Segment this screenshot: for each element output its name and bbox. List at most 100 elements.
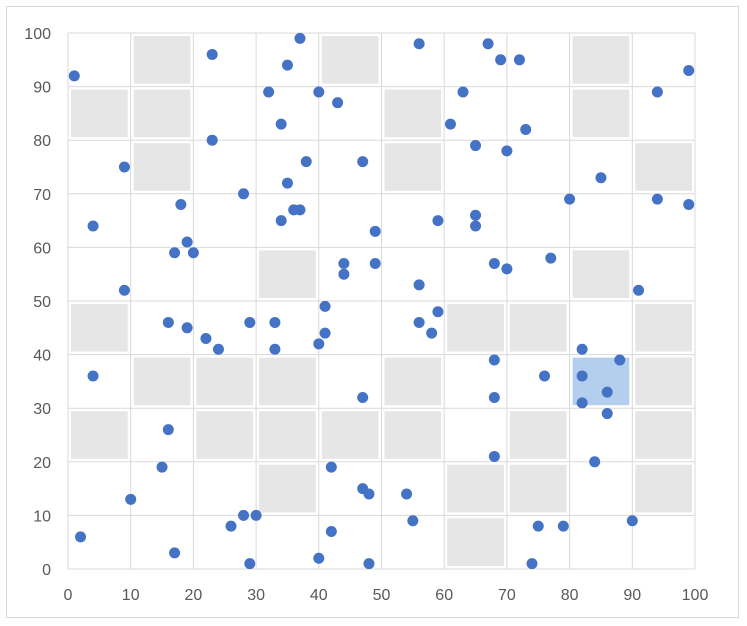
shaded-cells [71, 36, 692, 566]
data-point [363, 558, 375, 570]
y-tick-label: 100 [24, 26, 51, 43]
data-point [338, 257, 350, 269]
data-point [238, 509, 250, 521]
data-point [87, 370, 99, 382]
data-point [576, 397, 588, 409]
data-point [181, 322, 193, 334]
data-point [175, 199, 187, 211]
data-point [470, 140, 482, 152]
data-point [294, 204, 306, 216]
data-point [633, 284, 645, 296]
data-point [238, 188, 250, 200]
data-point [495, 54, 507, 66]
shaded-cell [447, 464, 504, 513]
data-point [332, 97, 344, 109]
data-point [206, 134, 218, 146]
data-point [576, 343, 588, 355]
shaded-cell [509, 464, 567, 513]
data-point [313, 86, 325, 98]
shaded-cell [509, 411, 567, 459]
shaded-cell [509, 304, 567, 352]
shaded-cell [133, 143, 191, 191]
data-point [300, 156, 312, 168]
data-point [156, 461, 168, 473]
data-point [187, 247, 199, 259]
x-tick-label: 40 [310, 587, 328, 604]
shaded-cell [384, 411, 442, 459]
data-point [369, 225, 381, 237]
data-point [482, 38, 494, 50]
data-point [118, 161, 130, 173]
data-point [601, 386, 613, 398]
y-tick-label: 50 [33, 294, 51, 311]
shaded-cell [259, 250, 316, 298]
shaded-cell [259, 411, 316, 459]
shaded-cell [635, 411, 692, 459]
x-tick-label: 90 [623, 587, 641, 604]
data-point [118, 284, 130, 296]
data-point [526, 558, 538, 570]
shaded-cell [321, 36, 379, 84]
data-point [651, 86, 663, 98]
data-point [181, 236, 193, 248]
y-axis-ticks: 0 10 20 30 40 50 60 70 80 90 100 [24, 26, 51, 579]
data-point [294, 32, 306, 44]
data-point [470, 209, 482, 221]
data-point [589, 456, 601, 468]
x-tick-label: 70 [498, 587, 516, 604]
data-point [313, 552, 325, 564]
shaded-cell [133, 36, 191, 84]
data-point [539, 370, 551, 382]
data-point [269, 343, 281, 355]
y-tick-label: 20 [33, 455, 51, 472]
shaded-cell [384, 89, 442, 138]
data-point [401, 488, 413, 500]
data-point [413, 316, 425, 328]
data-point [313, 338, 325, 350]
data-point [169, 547, 181, 559]
shaded-cell [635, 357, 692, 406]
shaded-cell [71, 411, 128, 459]
data-point [357, 391, 369, 403]
data-point [225, 520, 237, 532]
data-point [614, 354, 626, 366]
data-point [488, 257, 500, 269]
shaded-cell [71, 89, 128, 138]
data-point [281, 59, 293, 71]
x-axis-ticks: 0 10 20 30 40 50 60 70 80 90 100 [64, 587, 709, 604]
data-point [281, 177, 293, 189]
shaded-cell [133, 89, 191, 138]
data-point [68, 70, 80, 82]
x-tick-label: 10 [122, 587, 140, 604]
data-point [557, 520, 569, 532]
y-tick-label: 10 [33, 508, 51, 525]
y-tick-label: 90 [33, 80, 51, 97]
data-point [212, 343, 224, 355]
data-point [626, 515, 638, 527]
data-point [325, 461, 337, 473]
data-point [501, 145, 513, 157]
y-tick-label: 30 [33, 401, 51, 418]
x-tick-label: 60 [435, 587, 453, 604]
shaded-cell [635, 143, 692, 191]
data-point [200, 333, 212, 345]
data-point [470, 220, 482, 232]
y-tick-label: 80 [33, 133, 51, 150]
gridlines [67, 32, 696, 570]
x-tick-label: 50 [373, 587, 391, 604]
data-point [263, 86, 275, 98]
data-points [68, 32, 695, 570]
data-point [413, 38, 425, 50]
data-point [206, 48, 218, 60]
y-tick-label: 60 [33, 240, 51, 257]
shaded-cell [384, 357, 442, 406]
data-point [651, 193, 663, 205]
shaded-cell [196, 411, 254, 459]
y-tick-label: 70 [33, 187, 51, 204]
x-tick-label: 20 [185, 587, 203, 604]
x-tick-label: 0 [64, 587, 73, 604]
y-tick-label: 40 [33, 348, 51, 365]
data-point [413, 279, 425, 291]
data-point [513, 54, 525, 66]
data-point [488, 450, 500, 462]
